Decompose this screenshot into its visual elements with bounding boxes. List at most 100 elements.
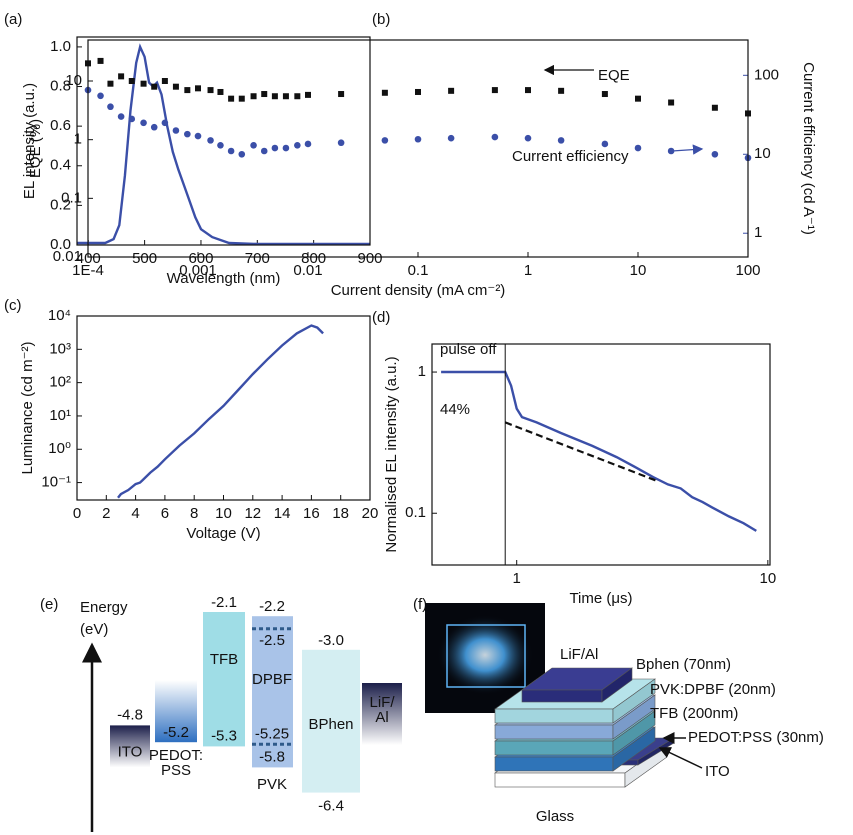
- photo-glow: [437, 615, 533, 695]
- point: [381, 89, 388, 96]
- x-tick-label: 100: [735, 262, 760, 279]
- tfb-layer: [612, 710, 656, 756]
- series-label: EQE: [598, 67, 630, 84]
- x-tick-label: 500: [132, 250, 157, 267]
- x-tick-label: 0.001: [179, 262, 217, 279]
- pvk-layer: [494, 724, 614, 740]
- point: [271, 144, 279, 152]
- bphen-band: [302, 649, 360, 793]
- level-label: -2.1: [211, 594, 237, 611]
- level-label: -2.5: [259, 632, 285, 649]
- point: [601, 91, 608, 98]
- y2-tick-label: 1: [754, 224, 762, 241]
- layer-label: PVK:DPBF (20nm): [650, 681, 776, 698]
- pvk-band: [252, 616, 293, 768]
- tfb-layer: [494, 740, 614, 756]
- point: [558, 87, 565, 94]
- point: [634, 144, 642, 152]
- x-tick-label: 900: [357, 250, 382, 267]
- point: [337, 139, 345, 147]
- x-axis-label: Current density (mA cm⁻²): [331, 282, 506, 299]
- point: [238, 150, 246, 158]
- ito-level: [110, 725, 150, 768]
- point: [228, 95, 235, 102]
- x-tick-label: 0: [73, 505, 81, 522]
- y-tick-label: 10²: [49, 374, 71, 391]
- panel-label: (c): [4, 297, 22, 314]
- point: [217, 141, 224, 149]
- y-tick-label: 0.4: [50, 157, 71, 174]
- energy-axis-label: (eV): [80, 621, 108, 638]
- x-tick-label: 1: [524, 262, 532, 279]
- x-tick-label: 20: [362, 505, 379, 522]
- glass-layer: [494, 772, 626, 788]
- point: [194, 132, 202, 140]
- point: [172, 127, 180, 134]
- layer-label: Glass: [536, 808, 574, 825]
- layer-name: PSS: [161, 762, 191, 779]
- x-axis-label: Wavelength (nm): [167, 270, 281, 287]
- x-tick-label: 10: [759, 570, 776, 587]
- y-tick-label: 10⁻¹: [41, 474, 71, 491]
- point: [128, 78, 135, 85]
- data-line: [117, 324, 324, 499]
- y-tick-label: 10⁴: [48, 307, 71, 324]
- layer-name: PEDOT:: [149, 747, 203, 764]
- x-tick-label: 0.01: [293, 262, 322, 279]
- data-line: [77, 43, 370, 246]
- layer-name: LiF/: [369, 694, 395, 711]
- y-tick-label: 0.01: [53, 248, 82, 265]
- data-line: [504, 421, 657, 482]
- x-tick-label: 18: [332, 505, 349, 522]
- point: [338, 91, 345, 98]
- annotation: pulse off: [440, 341, 497, 358]
- layer-name: DPBF: [252, 671, 292, 688]
- y-tick-label: 1: [418, 363, 426, 380]
- y-tick-label: 10³: [49, 340, 71, 357]
- point: [128, 115, 136, 123]
- point: [118, 73, 125, 80]
- photo-outline: [446, 624, 526, 688]
- level-label: -2.2: [259, 598, 285, 615]
- level-label: -6.4: [318, 798, 344, 815]
- x-tick-label: 2: [102, 505, 110, 522]
- y-tick-label: 10: [65, 72, 82, 89]
- y-axis-label: EQE (%): [27, 119, 44, 178]
- point: [415, 88, 421, 95]
- layer-name: ITO: [118, 743, 143, 760]
- level-label: -5.25: [255, 725, 289, 742]
- point: [161, 119, 169, 127]
- label-arrow: [658, 747, 703, 769]
- level-label: -4.8: [117, 706, 143, 723]
- x-tick-label: 1E-4: [72, 262, 104, 279]
- point: [491, 133, 499, 141]
- layer-label: Bphen (70nm): [636, 656, 731, 673]
- x-tick-label: 600: [188, 250, 213, 267]
- y-tick-label: 1: [74, 131, 82, 148]
- lifal-layer: [601, 667, 633, 703]
- point: [238, 95, 245, 102]
- point: [711, 150, 719, 158]
- point: [107, 103, 114, 111]
- point: [305, 91, 311, 98]
- x-tick-label: 800: [301, 250, 326, 267]
- point: [271, 93, 278, 100]
- data-line: [441, 370, 757, 532]
- y2-tick-label: 100: [754, 66, 779, 83]
- pedot-level: [155, 680, 197, 743]
- bphen-layer: [612, 678, 656, 724]
- layer-label: ITO: [705, 763, 730, 780]
- x-tick-label: 6: [161, 505, 169, 522]
- point: [304, 140, 312, 148]
- annotation: 44%: [440, 401, 470, 418]
- y-tick-label: 0.0: [50, 236, 71, 253]
- level-label: -5.8: [259, 748, 285, 765]
- plot-frame: [76, 315, 371, 501]
- panel-label: (b): [372, 11, 390, 28]
- point: [601, 140, 609, 148]
- layer-label: PEDOT:PSS (30nm): [688, 729, 824, 746]
- point: [207, 87, 214, 94]
- point: [448, 87, 455, 94]
- point: [195, 85, 201, 92]
